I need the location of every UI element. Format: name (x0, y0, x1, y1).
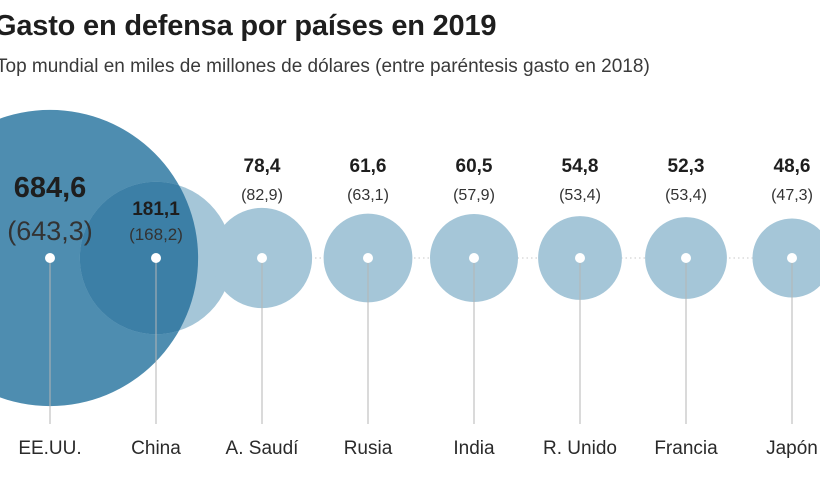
category-label-4: India (453, 438, 495, 459)
center-dot-2 (257, 253, 267, 263)
value-label-2019-2: 78,4 (244, 156, 281, 177)
value-label-2018-7: (47,3) (771, 187, 813, 204)
center-dot-7 (787, 253, 797, 263)
chart-subtitle: Top mundial en miles de millones de dóla… (0, 56, 650, 77)
value-label-2019-1: 181,1 (132, 199, 180, 220)
category-label-7: Japón (766, 438, 818, 459)
value-label-2019-0: 684,6 (14, 172, 87, 204)
value-label-2018-1: (168,2) (129, 225, 183, 244)
value-label-2018-5: (53,4) (559, 187, 601, 204)
category-label-3: Rusia (344, 438, 393, 459)
bubble-7 (752, 218, 820, 298)
category-label-2: A. Saudí (226, 438, 300, 459)
value-label-2018-0: (643,3) (7, 216, 93, 246)
stems-group (49, 258, 793, 424)
center-dot-0 (45, 253, 55, 263)
center-dot-1 (151, 253, 161, 263)
category-label-0: EE.UU. (18, 438, 81, 459)
value-label-2018-6: (53,4) (665, 187, 707, 204)
value-label-2019-5: 54,8 (562, 156, 599, 177)
value-label-2019-6: 52,3 (668, 156, 705, 177)
center-dot-5 (575, 253, 585, 263)
labels-group: 684,6 (643,3) 181,1 (168,2) 78,4 (82,9) 61,6 (6… (7, 156, 813, 246)
center-dots-group (45, 253, 797, 263)
value-label-2019-7: 48,6 (774, 156, 811, 177)
center-dot-4 (469, 253, 479, 263)
category-label-5: R. Unido (543, 438, 617, 459)
value-label-2018-3: (63,1) (347, 187, 389, 204)
category-labels-group: EE.UU. China A. Saudí Rusia India R. Unido Fra… (18, 438, 818, 459)
category-label-1: China (131, 438, 181, 459)
category-label-6: Francia (654, 438, 718, 459)
value-label-2018-4: (57,9) (453, 187, 495, 204)
chart-title: Gasto en defensa por países en 2019 (0, 10, 497, 42)
center-dot-6 (681, 253, 691, 263)
value-label-2019-3: 61,6 (350, 156, 387, 177)
value-label-2018-2: (82,9) (241, 187, 283, 204)
value-label-2019-4: 60,5 (456, 156, 493, 177)
center-dot-3 (363, 253, 373, 263)
